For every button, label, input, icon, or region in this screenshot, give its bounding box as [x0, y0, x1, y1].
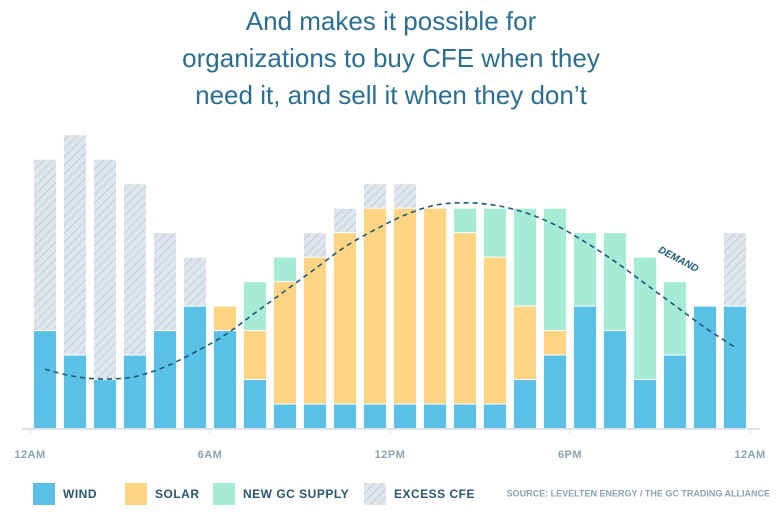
bar-segment — [423, 208, 447, 404]
bar-segment — [393, 404, 417, 428]
bar-segment — [513, 306, 537, 380]
bar-segment — [243, 380, 267, 428]
bar-segment — [123, 355, 147, 428]
bar-segment — [363, 404, 387, 428]
bar-segment — [483, 208, 507, 257]
bar-segment — [183, 257, 207, 306]
bar-segment — [423, 404, 447, 428]
x-tick-label: 6AM — [198, 449, 223, 461]
legend-label: NEW GC SUPPLY — [243, 487, 349, 501]
bar-segment — [363, 208, 387, 404]
bar-segment — [513, 208, 537, 306]
bar-segment — [213, 331, 237, 428]
bar-segment — [273, 282, 297, 404]
bar-segment — [183, 306, 207, 428]
legend-swatch — [364, 483, 386, 505]
bar-segment — [153, 331, 177, 428]
bar-segment — [93, 380, 117, 428]
bar-segment — [273, 404, 297, 428]
bar-segment — [453, 233, 477, 404]
bar-segment — [63, 135, 87, 355]
bar-segment — [633, 257, 657, 380]
bar-segment — [33, 159, 57, 331]
legend-swatch — [125, 483, 147, 505]
source: SOURCE: LEVELTEN ENERGY / THE GC TRADING… — [507, 488, 770, 498]
bar-segment — [393, 208, 417, 404]
legend-label: EXCESS CFE — [394, 487, 475, 501]
demand-line — [44, 201, 736, 380]
bar-segment — [723, 306, 747, 428]
bar-segment — [153, 233, 177, 331]
bar-segment — [123, 184, 147, 355]
legend-label: WIND — [63, 487, 97, 501]
bar-segment — [213, 306, 237, 331]
bar-segment — [663, 355, 687, 428]
bar-segment — [63, 355, 87, 428]
legend-swatch — [213, 483, 235, 505]
demand-label: DEMAND — [656, 245, 700, 275]
x-tick-label: 12AM — [734, 449, 765, 461]
bar-segment — [723, 233, 747, 306]
bar-segment — [393, 184, 417, 208]
bar-segment — [603, 233, 627, 331]
bar-segment — [333, 404, 357, 428]
bar-segment — [453, 208, 477, 233]
bar-segment — [243, 282, 267, 331]
legend-swatch — [33, 483, 55, 505]
bar-segment — [93, 159, 117, 380]
title-line: organizations to buy CFE when they — [182, 43, 600, 73]
bar-segment — [603, 331, 627, 428]
bar-segment — [33, 331, 57, 428]
bar-segment — [453, 404, 477, 428]
bar-segment — [333, 208, 357, 233]
x-tick-label: 12AM — [14, 449, 45, 461]
bar-segment — [483, 257, 507, 404]
legend-label: SOLAR — [155, 487, 200, 501]
bar-segment — [663, 282, 687, 355]
bar-segment — [543, 355, 567, 428]
title-line: need it, and sell it when they don’t — [195, 80, 587, 110]
x-tick-label: 12PM — [375, 449, 406, 461]
bar-segment — [633, 380, 657, 428]
title-line: And makes it possible for — [246, 6, 537, 36]
bar-segment — [303, 233, 327, 257]
bar-segment — [363, 184, 387, 208]
bar-segment — [333, 233, 357, 404]
bar-segment — [573, 233, 597, 306]
bar-segment — [693, 306, 717, 428]
x-tick-label: 6PM — [558, 449, 582, 461]
bar-segment — [243, 331, 267, 380]
bar-segment — [543, 208, 567, 331]
bar-segment — [573, 306, 597, 428]
bar-segment — [543, 331, 567, 355]
bar-segment — [483, 404, 507, 428]
bar-segment — [273, 257, 297, 282]
bar-segment — [513, 380, 537, 428]
bar-segment — [303, 257, 327, 404]
bar-segment — [303, 404, 327, 428]
